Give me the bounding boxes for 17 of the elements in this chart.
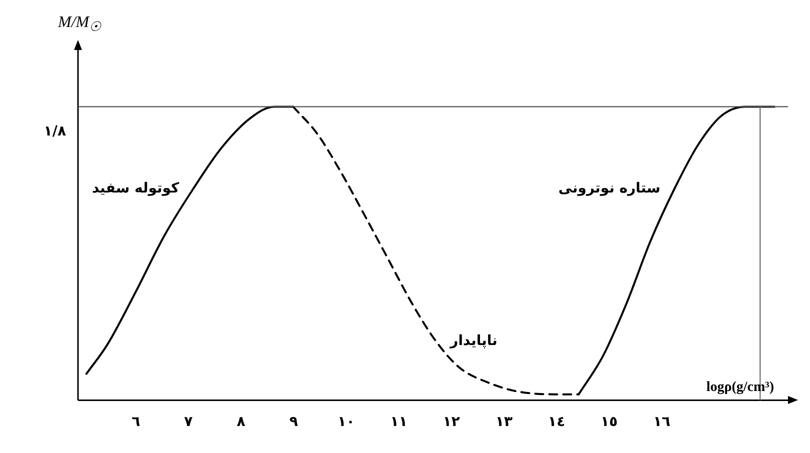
x-tick-label: ١٠ bbox=[338, 414, 355, 430]
x-tick-label: ٨ bbox=[236, 414, 246, 430]
y-axis-title: M/M$_{☉}$ bbox=[58, 14, 102, 36]
x-tick-label: ٧ bbox=[184, 414, 194, 430]
x-tick-label: ١٤ bbox=[548, 414, 566, 430]
x-tick-label: ٩ bbox=[289, 414, 298, 430]
x-tick-label: ١١ bbox=[390, 414, 408, 430]
series-label: ستاره نوترونی bbox=[558, 180, 660, 197]
x-tick-label: ١٦ bbox=[653, 414, 671, 430]
series-label: ناپایدار bbox=[449, 333, 498, 350]
series-label: کوتوله سفید bbox=[92, 180, 180, 197]
x-tick-label: ١٣ bbox=[495, 414, 513, 430]
x-tick-label: ١٢ bbox=[442, 414, 460, 430]
x-tick-label: ٦ bbox=[132, 414, 141, 430]
x-tick-label: ١٥ bbox=[600, 414, 618, 430]
ref-line-label: ١/٨ bbox=[44, 123, 66, 140]
x-axis-title: logρ(g/cm³) bbox=[706, 380, 774, 395]
